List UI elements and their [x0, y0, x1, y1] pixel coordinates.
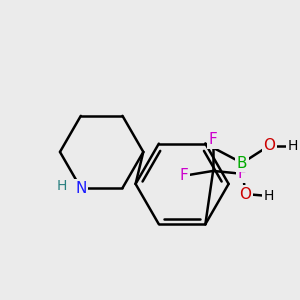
Text: F: F — [238, 166, 247, 181]
Text: O: O — [239, 187, 251, 202]
Text: H: H — [263, 189, 274, 203]
Text: B: B — [237, 155, 247, 170]
Text: F: F — [209, 132, 218, 147]
Text: H: H — [56, 179, 67, 193]
Text: O: O — [263, 138, 275, 153]
Text: N: N — [75, 181, 86, 196]
Text: H: H — [287, 139, 298, 153]
Text: F: F — [180, 168, 188, 183]
